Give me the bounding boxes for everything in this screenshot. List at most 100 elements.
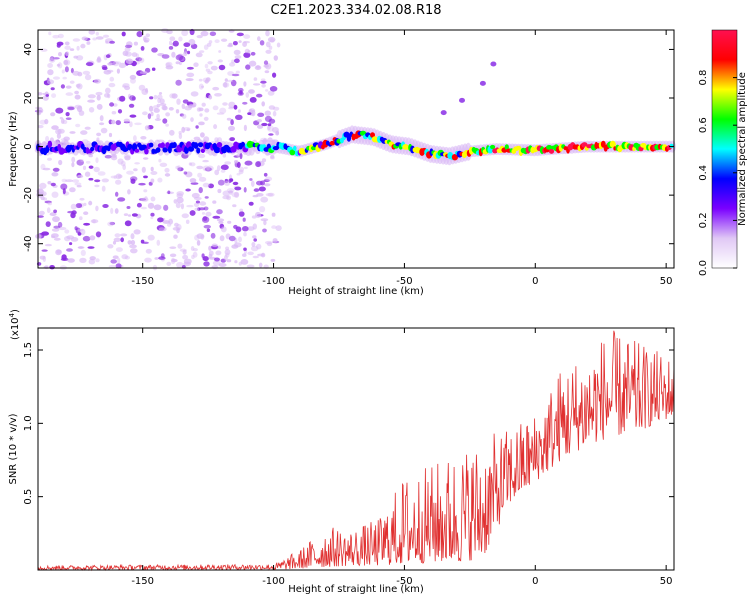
noise-dot <box>178 36 183 42</box>
noise-dot <box>102 66 108 71</box>
y-tick-label: 1.5 <box>23 342 34 358</box>
noise-dot <box>234 186 242 191</box>
noise-dot <box>214 39 220 44</box>
noise-dot <box>102 34 110 38</box>
x-tick-label: -150 <box>131 576 154 587</box>
band-mark <box>162 147 168 153</box>
noise-dot <box>81 36 88 41</box>
noise-dot <box>156 113 160 120</box>
noise-dot <box>74 90 79 95</box>
noise-dot <box>50 112 56 117</box>
diagonal-point <box>459 97 465 103</box>
noise-dot <box>220 169 226 173</box>
band-mark <box>216 142 223 148</box>
noise-dot <box>263 179 270 183</box>
noise-dot <box>260 218 269 222</box>
noise-dot <box>255 161 261 168</box>
noise-dot <box>57 33 64 39</box>
noise-dot <box>247 112 252 115</box>
noise-dot <box>120 237 124 243</box>
noise-dot <box>101 185 106 192</box>
noise-dot <box>211 243 218 248</box>
noise-dot <box>127 214 132 217</box>
noise-dot <box>65 112 70 117</box>
colorbar-tick-label: 0.4 <box>698 165 709 181</box>
noise-dot <box>181 213 189 219</box>
noise-dot <box>92 37 97 41</box>
noise-dot <box>148 105 154 112</box>
noise-dot <box>139 70 148 75</box>
noise-dot <box>114 208 119 214</box>
noise-dot <box>189 178 197 183</box>
noise-dot <box>56 133 62 139</box>
noise-dot <box>232 204 237 208</box>
noise-dot <box>144 257 152 263</box>
noise-dot <box>37 124 44 129</box>
noise-dot <box>58 52 62 57</box>
noise-dot <box>250 51 256 56</box>
noise-dot <box>201 253 205 258</box>
noise-dot <box>69 242 73 246</box>
band-mark <box>504 144 509 150</box>
noise-dot <box>117 197 126 202</box>
noise-dot <box>165 123 169 127</box>
noise-dot <box>52 34 60 39</box>
noise-dot <box>181 126 186 133</box>
band-mark <box>213 146 221 154</box>
noise-dot <box>127 240 132 245</box>
noise-dot <box>150 171 158 175</box>
diagonal-trace <box>440 61 497 116</box>
noise-dot <box>247 251 254 256</box>
noise-dot <box>190 182 199 185</box>
noise-dot <box>70 203 77 210</box>
noise-dot <box>49 212 57 217</box>
noise-dot <box>153 94 158 100</box>
noise-dot <box>134 162 141 165</box>
noise-dot <box>43 197 47 201</box>
colorbar-ticks: 0.0 0.2 0.4 0.6 0.8 <box>698 70 737 276</box>
noise-dot <box>129 244 137 249</box>
noise-dot <box>74 94 81 100</box>
noise-dot <box>133 41 138 46</box>
noise-dot <box>153 204 162 211</box>
figure-title: C2E1.2023.334.02.08.R18 <box>270 3 441 18</box>
noise-dot <box>165 65 174 70</box>
noise-dot <box>77 71 83 77</box>
noise-dot <box>273 55 278 61</box>
spectrogram-x-label: Height of straight line (km) <box>288 286 424 297</box>
band-mark <box>289 149 296 156</box>
noise-dot <box>229 190 233 195</box>
noise-dot <box>177 167 184 172</box>
noise-dot <box>109 221 116 226</box>
noise-dot <box>262 228 267 233</box>
noise-dot <box>249 178 253 181</box>
band-mark <box>134 148 140 153</box>
noise-dot <box>272 72 277 78</box>
noise-dot <box>79 216 83 221</box>
noise-dot <box>226 188 235 193</box>
noise-dot <box>150 216 154 220</box>
noise-dot <box>227 220 232 224</box>
noise-dot <box>50 87 55 91</box>
noise-dot <box>82 235 91 242</box>
noise-dot <box>122 50 129 56</box>
noise-dot <box>115 263 122 269</box>
noise-dot <box>259 40 265 46</box>
noise-dot <box>37 215 44 218</box>
noise-dot <box>110 259 117 264</box>
noise-dot <box>140 197 149 202</box>
noise-dot <box>255 65 261 69</box>
noise-dot <box>89 256 96 261</box>
noise-dot <box>248 89 255 94</box>
noise-dot <box>153 105 159 110</box>
noise-dot <box>67 258 75 263</box>
noise-dot <box>228 125 235 131</box>
noise-dot <box>235 70 240 74</box>
noise-dot <box>52 57 60 60</box>
noise-dot <box>39 210 45 216</box>
noise-dot <box>190 246 195 251</box>
noise-dot <box>216 209 223 215</box>
noise-dot <box>204 108 210 113</box>
noise-dot <box>231 244 239 249</box>
noise-dot <box>97 171 106 176</box>
